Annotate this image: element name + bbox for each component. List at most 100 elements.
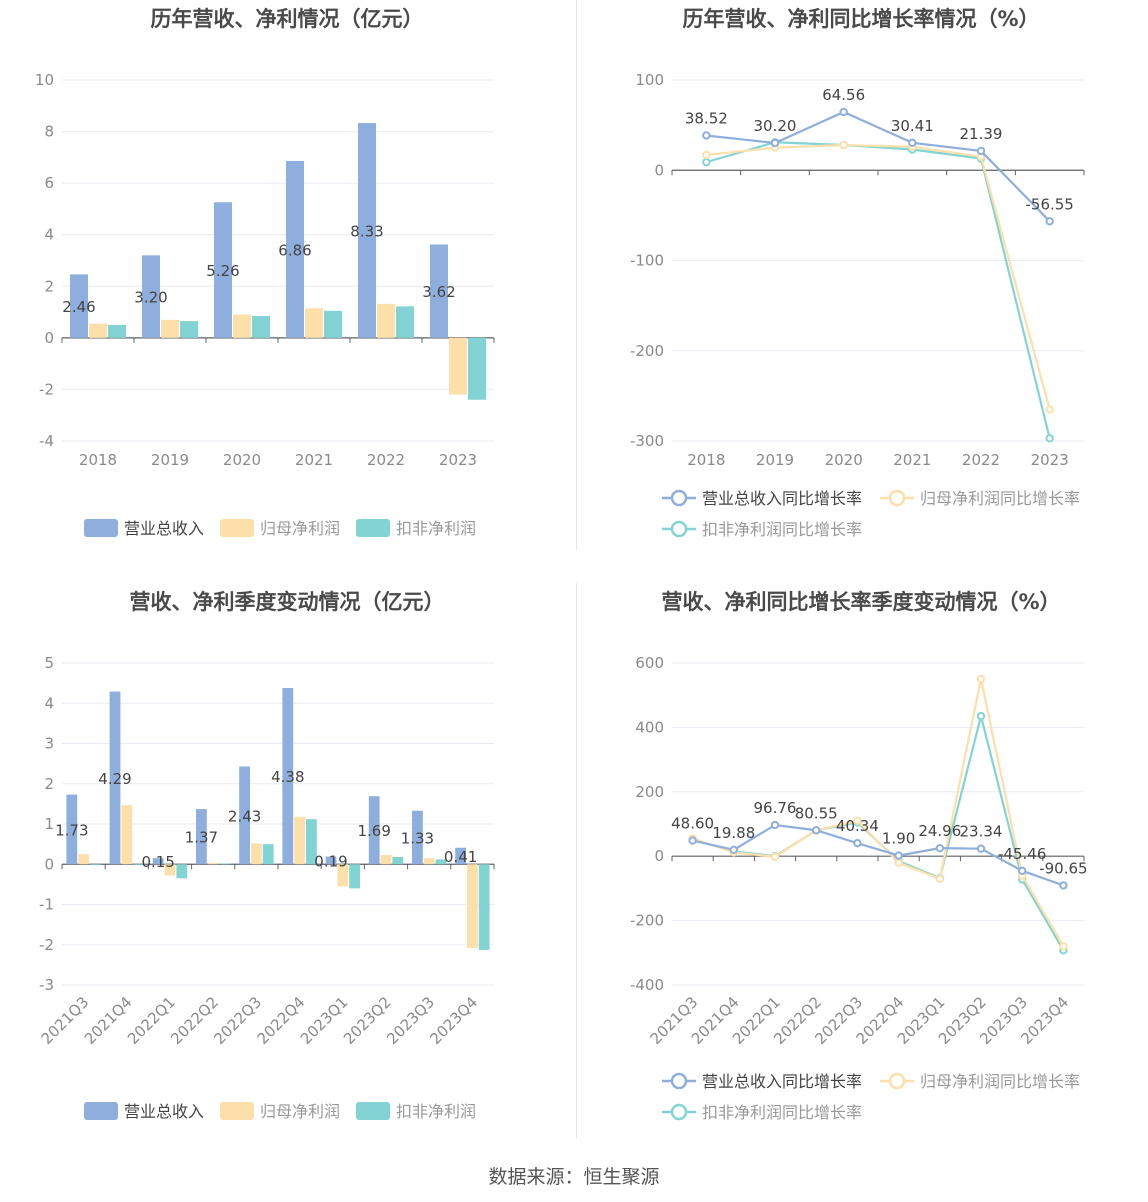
legend-label: 扣非净利润同比增长率 bbox=[702, 1103, 862, 1122]
legend-label: 扣非净利润 bbox=[396, 1102, 476, 1121]
chart-svg: 历年营收、净利同比增长率情况（%） 100 0 -100 -200 -300 2018 201… bbox=[630, 7, 1085, 539]
y-tick-label: 1 bbox=[44, 815, 54, 833]
y-tick-label: -4 bbox=[39, 432, 54, 450]
point-value-label: 38.52 bbox=[685, 109, 728, 127]
legend-label: 归母净利润 bbox=[260, 1102, 340, 1121]
point-value-label: 96.76 bbox=[754, 799, 797, 817]
bar-扣非净利润 bbox=[180, 321, 198, 338]
point-营业总收入同比增长率 bbox=[1018, 866, 1027, 876]
point-value-label: 1.90 bbox=[882, 830, 915, 848]
point-value-label: 48.60 bbox=[671, 815, 714, 833]
bar-归母净利润 bbox=[467, 864, 478, 948]
bar-value-label: 5.26 bbox=[206, 262, 239, 280]
bar-value-label: 1.37 bbox=[185, 829, 218, 847]
legend-label: 扣非净利润同比增长率 bbox=[702, 520, 862, 539]
point-营业总收入同比增长率 bbox=[976, 844, 986, 853]
bar-归母净利润 bbox=[337, 864, 349, 887]
bar-value-label: 1.69 bbox=[357, 822, 390, 840]
y-tick-label: 4 bbox=[44, 226, 54, 244]
legend-swatch-marker bbox=[670, 1103, 688, 1121]
bar-value-label: 0.19 bbox=[314, 852, 347, 870]
y-tick-label: -200 bbox=[630, 342, 664, 360]
point-value-label: 23.34 bbox=[960, 823, 1003, 841]
point-营业总收入同比增长率 bbox=[770, 820, 780, 830]
point-归母净利润同比增长率 bbox=[976, 674, 986, 684]
bar-扣非净利润 bbox=[219, 863, 231, 865]
y-tick-label: 0 bbox=[44, 855, 54, 873]
bar-营业总收入 bbox=[358, 123, 376, 338]
legend-label: 归母净利润同比增长率 bbox=[920, 1072, 1080, 1091]
legend-swatch bbox=[84, 1102, 118, 1120]
bar-归母净利润 bbox=[251, 843, 262, 865]
y-tick-label: 5 bbox=[44, 654, 54, 672]
legend-label: 营业总收入同比增长率 bbox=[702, 489, 862, 508]
chart-quarterly-revenue-profit: 营收、净利季度变动情况（亿元） 5 4 3 2 1 0 -1 -2 -3 2021Q3 2021Q4 2… bbox=[0, 583, 574, 1163]
point-value-label: 24.96 bbox=[918, 822, 961, 840]
point-营业总收入同比增长率 bbox=[839, 107, 848, 117]
chart-annual-revenue-profit: 历年营收、净利情况（亿元） 10 8 6 4 2 0 -2 -4 2018 2019 2020 2021… bbox=[0, 0, 574, 580]
bar-营业总收入 bbox=[286, 160, 304, 338]
x-tick-label: 2022 bbox=[962, 451, 1000, 469]
y-tick-label: -200 bbox=[630, 912, 664, 930]
line-归母净利润同比增长率 bbox=[706, 143, 1051, 410]
point-营业总收入同比增长率 bbox=[688, 836, 697, 845]
y-tick-label: 100 bbox=[635, 71, 664, 89]
point-value-label: 40.34 bbox=[836, 817, 879, 835]
legend-swatch bbox=[356, 1102, 390, 1120]
bar-value-label: 2.43 bbox=[228, 807, 261, 825]
bar-value-label: 0.41 bbox=[444, 848, 477, 866]
bar-扣非净利润 bbox=[252, 315, 270, 338]
bar-营业总收入 bbox=[214, 202, 232, 338]
bar-value-label: 4.38 bbox=[271, 768, 304, 786]
x-tick-label: 2022 bbox=[367, 451, 405, 469]
y-tick-label: -1 bbox=[39, 896, 54, 914]
bar-扣非净利润 bbox=[324, 310, 342, 338]
point-营业总收入同比增长率 bbox=[853, 839, 862, 848]
x-tick-label: 2019 bbox=[756, 451, 794, 469]
legend-label: 营业总收入 bbox=[124, 1102, 204, 1121]
bar-归母净利润 bbox=[78, 854, 89, 865]
y-tick-label: -2 bbox=[39, 936, 54, 954]
y-tick-label: -2 bbox=[39, 380, 54, 398]
bar-营业总收入 bbox=[142, 255, 160, 338]
point-营业总收入同比增长率 bbox=[908, 138, 917, 148]
y-tick-label: 0 bbox=[654, 847, 664, 865]
point-营业总收入同比增长率 bbox=[812, 826, 821, 835]
point-营业总收入同比增长率 bbox=[1059, 881, 1068, 890]
bar-value-label: 8.33 bbox=[350, 222, 383, 240]
bar-归母净利润 bbox=[121, 805, 133, 865]
point-value-label: 19.88 bbox=[712, 824, 755, 842]
x-tick-label: 2019 bbox=[151, 451, 189, 469]
point-营业总收入同比增长率 bbox=[894, 851, 903, 860]
x-tick-label: 2023Q4 bbox=[426, 993, 481, 1048]
bar-归母净利润 bbox=[294, 816, 305, 865]
point-营业总收入同比增长率 bbox=[702, 131, 711, 140]
chart-title: 历年营收、净利情况（亿元） bbox=[151, 7, 424, 31]
point-归母净利润同比增长率 bbox=[853, 816, 862, 825]
line-归母净利润同比增长率 bbox=[692, 678, 1065, 947]
point-扣非净利润同比增长率 bbox=[702, 157, 711, 167]
bar-归母净利润 bbox=[377, 303, 395, 338]
point-营业总收入同比增长率 bbox=[1045, 217, 1054, 226]
bar-扣非净利润 bbox=[396, 306, 414, 338]
point-营业总收入同比增长率 bbox=[935, 843, 944, 853]
point-value-label: -90.65 bbox=[1039, 859, 1087, 877]
bar-value-label: 3.62 bbox=[422, 283, 455, 301]
bar-营业总收入 bbox=[325, 856, 337, 865]
y-tick-label: 6 bbox=[44, 174, 54, 192]
point-归母净利润同比增长率 bbox=[1045, 405, 1054, 414]
point-value-label: -56.55 bbox=[1025, 195, 1073, 213]
y-tick-label: 2 bbox=[44, 277, 54, 295]
point-营业总收入同比增长率 bbox=[729, 845, 739, 854]
y-tick-label: -300 bbox=[630, 432, 664, 450]
bar-营业总收入 bbox=[239, 766, 250, 865]
data-source-note: 数据来源：恒生聚源 bbox=[488, 1166, 660, 1188]
bar-扣非净利润 bbox=[133, 864, 144, 866]
bar-营业总收入 bbox=[196, 809, 207, 865]
chart-quarterly-growth-rate: 营收、净利同比增长率季度变动情况（%） 600 400 200 0 -200 -400 202… bbox=[574, 583, 1148, 1163]
bar-value-label: 2.46 bbox=[62, 298, 95, 316]
y-tick-label: 0 bbox=[44, 329, 54, 347]
bar-扣非净利润 bbox=[176, 864, 188, 879]
point-归母净利润同比增长率 bbox=[702, 150, 711, 160]
legend-swatch bbox=[84, 519, 118, 537]
